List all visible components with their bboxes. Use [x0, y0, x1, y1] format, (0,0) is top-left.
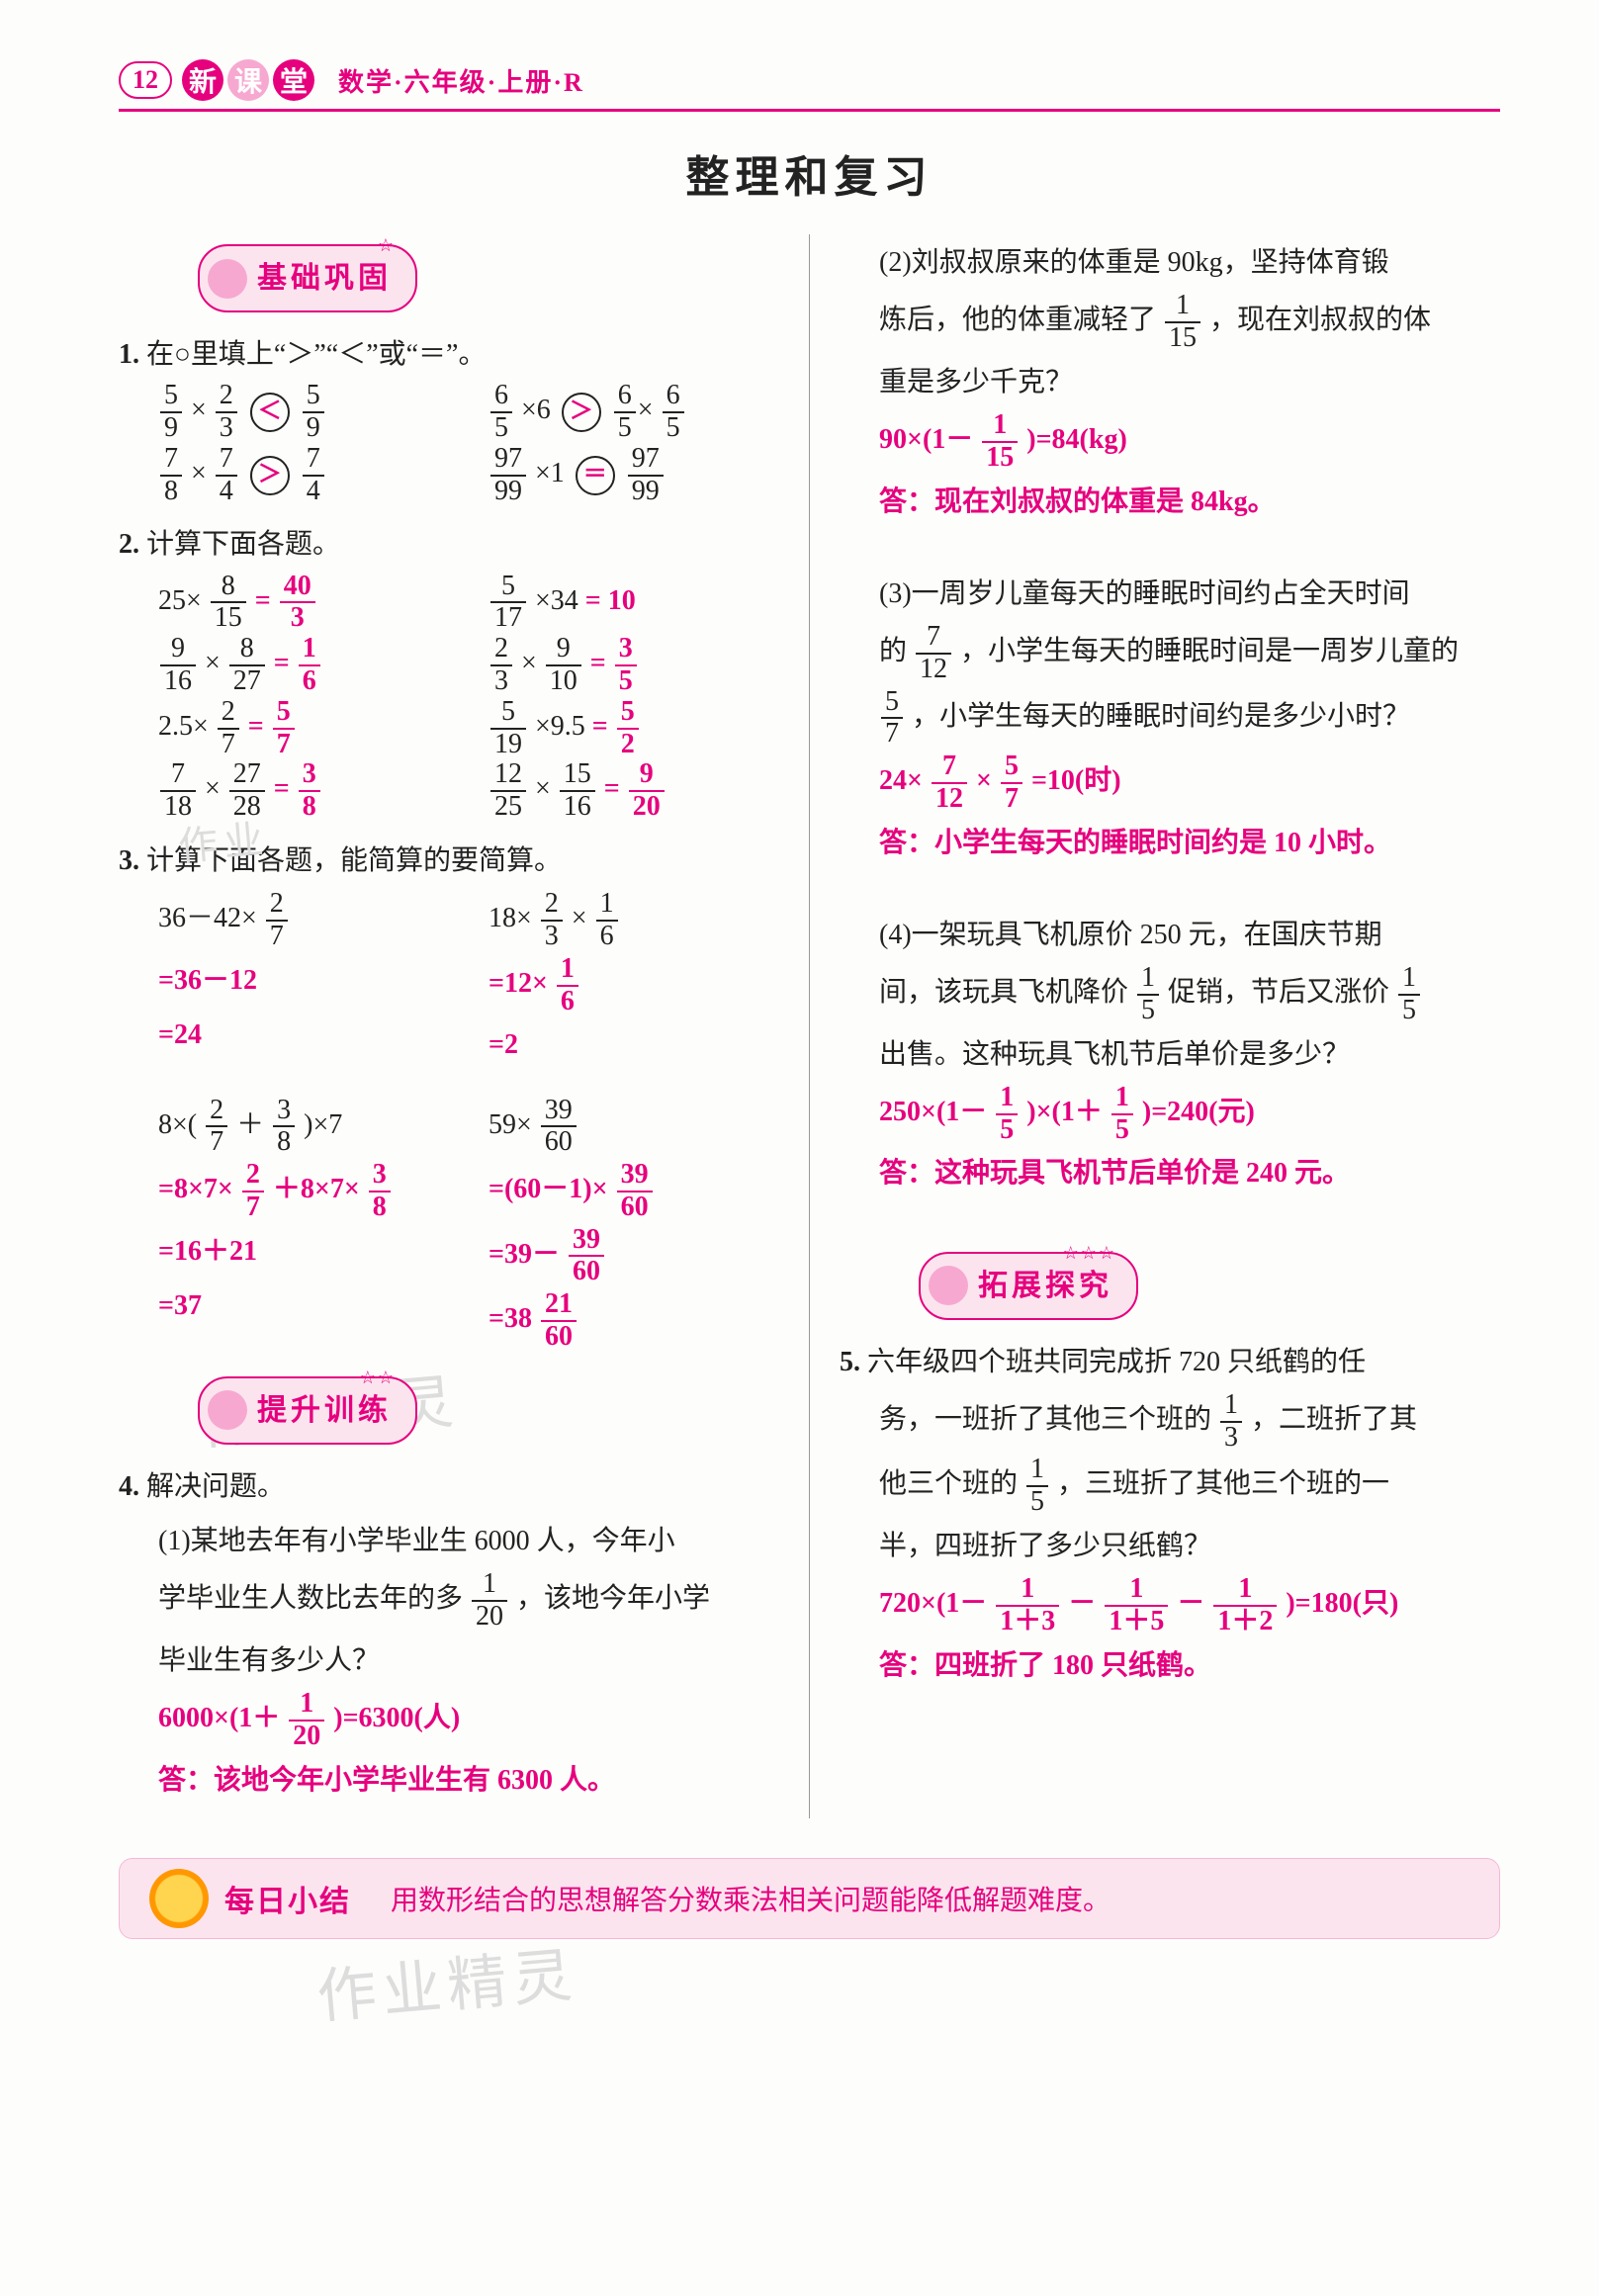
child-icon [208, 1390, 247, 1430]
q4-prompt: 解决问题。 [146, 1471, 285, 1502]
footer: 每日小结 用数形结合的思想解答分数乘法相关问题能降低解题难度。 [119, 1858, 1500, 1939]
footer-tag: 每日小结 [224, 1877, 351, 1920]
q2-0a: 25× 815 = 403 [158, 572, 449, 635]
q1-item-3: 78 × 74 ＞ 74 [158, 444, 449, 507]
q1-row1: 59 × 23 ＜ 59 65 ×6 ＞ 65× 65 [119, 381, 779, 444]
question-2: 2. 计算下面各题。 25× 815 = 403 517 ×34 = 10 [119, 518, 779, 823]
q4-p2: (2)刘叔叔原来的体重是 90kg，坚持体育锻 炼后，他的体重减轻了 115 ，… [840, 236, 1500, 528]
q3-row-a: 36－42× 27 =36－12 =24 18× 23 × 16 [119, 887, 779, 1073]
question-1: 1. 在○里填上“＞”“＜”或“＝”。 59 × 23 ＜ 59 65 ×6 ＞ [119, 328, 779, 506]
page-title: 整理和复习 [119, 141, 1500, 205]
q4-p4: (4)一架玩具飞机原价 250 元，在国庆节期 间，该玩具飞机降价 15 促销，… [840, 909, 1500, 1200]
q2-num: 2. [119, 529, 146, 560]
q2-3b: 1225 × 1516 = 920 [489, 759, 779, 823]
q2-1a: 916 × 827 = 16 [158, 634, 449, 697]
q2-2a: 2.5× 27 = 57 [158, 697, 449, 760]
section-basic: ☆ 基础巩固 [198, 244, 417, 312]
page-number: 12 [119, 61, 172, 99]
compare-circle: ＜ [250, 393, 290, 432]
brand-char-1: 新 [182, 59, 223, 101]
compare-circle: ＝ [576, 456, 615, 495]
sun-icon [149, 1869, 209, 1928]
q2-2b: 519 ×9.5 = 52 [489, 697, 779, 760]
brand-char-2: 课 [227, 59, 269, 101]
q3-prompt: 计算下面各题，能简算的要简算。 [146, 845, 562, 876]
section-explore: ☆☆☆ 拓展探究 [919, 1252, 1138, 1320]
page: 12 新 课 堂 数学·六年级·上册·R 整理和复习 作业 作业精灵 作业精灵 … [0, 0, 1599, 2296]
content-columns: ☆ 基础巩固 1. 在○里填上“＞”“＜”或“＝”。 59 × 23 ＜ 59 [119, 234, 1500, 1818]
q3-p2: 18× 23 × 16 =12× 16 =2 [489, 887, 779, 1073]
header-subtitle: 数学·六年级·上册·R [338, 62, 584, 99]
q1-num: 1. [119, 339, 146, 370]
compare-circle: ＞ [562, 393, 601, 432]
q2-row-2: 2.5× 27 = 57 519 ×9.5 = 52 [119, 697, 779, 760]
star-icon: ☆ [378, 228, 396, 262]
brand-char-3: 堂 [273, 59, 314, 101]
child-icon [208, 259, 247, 299]
q3-num: 3. [119, 845, 146, 876]
brand: 新 课 堂 [182, 59, 318, 101]
q1-row2: 78 × 74 ＞ 74 9799 ×1 ＝ 9799 [119, 444, 779, 507]
section-improve: ☆☆ 提升训练 [198, 1376, 417, 1445]
child-icon [929, 1266, 968, 1305]
compare-circle: ＞ [250, 456, 290, 495]
page-header: 12 新 课 堂 数学·六年级·上册·R [119, 59, 1500, 112]
left-column: ☆ 基础巩固 1. 在○里填上“＞”“＜”或“＝”。 59 × 23 ＜ 59 [119, 234, 809, 1818]
q3-p4: 59× 3960 =(60－1)× 3960 =39－ 3960 =38 [489, 1094, 779, 1355]
q1-item-2: 65 ×6 ＞ 65× 65 [489, 381, 779, 444]
q1-item-4: 9799 ×1 ＝ 9799 [489, 444, 779, 507]
section-basic-label: 基础巩固 [257, 250, 392, 307]
q2-row-0: 25× 815 = 403 517 ×34 = 10 [119, 572, 779, 635]
question-4: 4. 解决问题。 (1)某地去年有小学毕业生 6000 人，今年小 学毕业生人数… [119, 1460, 779, 1807]
star-icon: ☆☆☆ [1063, 1236, 1116, 1270]
q2-3a: 718 × 2728 = 38 [158, 759, 449, 823]
q4-p1: (1)某地去年有小学毕业生 6000 人，今年小 学毕业生人数比去年的多 120… [119, 1515, 779, 1807]
q4-p3: (3)一周岁儿童每天的睡眠时间约占全天时间 的 712 ，小学生每天的睡眠时间是… [840, 568, 1500, 869]
q1-item-1: 59 × 23 ＜ 59 [158, 381, 449, 444]
q1-prompt: 在○里填上“＞”“＜”或“＝”。 [146, 339, 486, 370]
q4-num: 4. [119, 1471, 146, 1502]
q3-p1: 36－42× 27 =36－12 =24 [158, 887, 449, 1073]
q2-1b: 23 × 910 = 35 [489, 634, 779, 697]
q2-0b: 517 ×34 = 10 [489, 572, 779, 635]
question-5: 5. 六年级四个班共同完成折 720 只纸鹤的任 务，一班折了其他三个班的 13… [840, 1336, 1500, 1692]
q2-prompt: 计算下面各题。 [146, 529, 340, 560]
q3-row-b: 8×( 27 ＋ 38 )×7 =8×7× 27 ＋8×7× 38 =16 [119, 1094, 779, 1355]
footer-tip: 用数形结合的思想解答分数乘法相关问题能降低解题难度。 [391, 1879, 1110, 1918]
watermark-3: 作业精灵 [313, 1927, 581, 2036]
star-icon: ☆☆ [360, 1361, 396, 1394]
q3-p3: 8×( 27 ＋ 38 )×7 =8×7× 27 ＋8×7× 38 =16 [158, 1094, 449, 1355]
question-3: 3. 计算下面各题，能简算的要简算。 36－42× 27 =36－12 =24 … [119, 835, 779, 1355]
q2-row-3: 718 × 2728 = 38 1225 × 1516 = 920 [119, 759, 779, 823]
q5-num: 5. [840, 1347, 867, 1377]
right-column: (2)刘叔叔原来的体重是 90kg，坚持体育锻 炼后，他的体重减轻了 115 ，… [809, 234, 1500, 1818]
q2-row-1: 916 × 827 = 16 23 × 910 = 35 [119, 634, 779, 697]
q5-body: 务，一班折了其他三个班的 13 ，二班折了其 他三个班的 15 ，三班折了其他三… [840, 1390, 1500, 1692]
